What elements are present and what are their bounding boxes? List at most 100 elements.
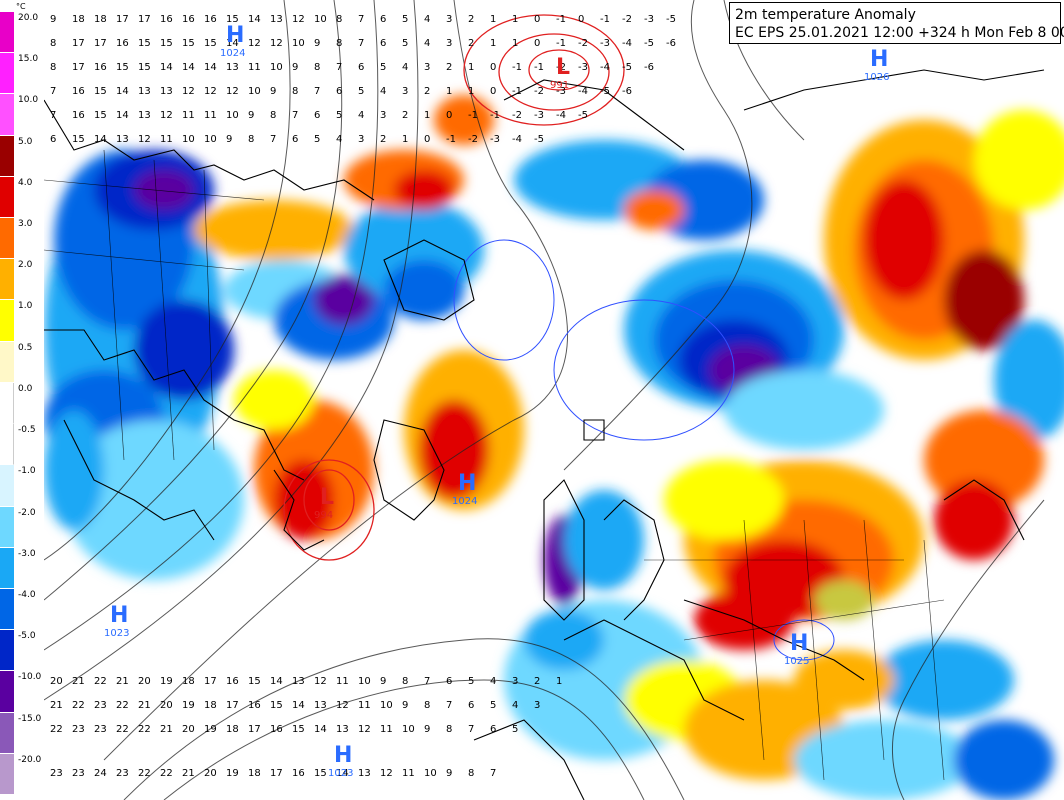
grid-value: 13 (226, 62, 239, 73)
grid-value: 10 (292, 38, 305, 49)
grid-value: 6 (314, 110, 320, 121)
grid-value: 22 (160, 768, 173, 779)
high-pressure-label: H (110, 603, 128, 628)
grid-value: 16 (160, 14, 173, 25)
grid-value: -3 (600, 38, 610, 49)
grid-value: 0 (446, 110, 452, 121)
legend-tick-label: -10.0 (18, 672, 42, 683)
grid-value: -1 (556, 38, 566, 49)
grid-value: 16 (94, 62, 107, 73)
grid-value: 6 (468, 700, 474, 711)
grid-value: 15 (270, 700, 283, 711)
grid-value: 8 (424, 700, 430, 711)
grid-value: 16 (226, 676, 239, 687)
grid-value: 7 (314, 86, 320, 97)
grid-value: 16 (270, 724, 283, 735)
grid-value: 6 (50, 134, 56, 145)
grid-value: 13 (336, 724, 349, 735)
grid-value: 14 (94, 134, 107, 145)
legend-tick-label: 15.0 (18, 54, 39, 65)
grid-value: -1 (556, 14, 566, 25)
grid-value: 18 (204, 700, 217, 711)
grid-value: 4 (490, 676, 496, 687)
legend-tick-label: 2.0 (18, 260, 33, 271)
grid-value: 17 (94, 38, 107, 49)
grid-value: 15 (94, 110, 107, 121)
grid-value: -1 (446, 134, 456, 145)
grid-value: 18 (72, 14, 85, 25)
grid-value: 6 (358, 62, 364, 73)
pressure-value: 994 (314, 510, 333, 521)
legend-tick-label: -0.5 (18, 425, 36, 436)
grid-value: 5 (402, 14, 408, 25)
grid-value: -1 (468, 110, 478, 121)
grid-value: -6 (644, 62, 654, 73)
grid-value: 16 (204, 14, 217, 25)
grid-value: 1 (468, 86, 474, 97)
grid-value: 22 (138, 768, 151, 779)
legend-tick-label: 1.0 (18, 301, 33, 312)
pressure-value: 1023 (104, 628, 129, 639)
legend-tick-label: -15.0 (18, 713, 42, 724)
grid-value: 10 (270, 62, 283, 73)
grid-value: 11 (204, 110, 217, 121)
grid-value: 23 (116, 768, 129, 779)
grid-value: 9 (402, 700, 408, 711)
grid-value: 18 (226, 724, 239, 735)
grid-value: 0 (424, 134, 430, 145)
grid-value: 13 (314, 700, 327, 711)
grid-value: 9 (446, 768, 452, 779)
grid-value: 22 (116, 700, 129, 711)
grid-value: 6 (336, 86, 342, 97)
grid-value: -3 (644, 14, 654, 25)
legend-band (0, 259, 14, 301)
grid-value: 19 (204, 724, 217, 735)
grid-value: 3 (534, 700, 540, 711)
grid-value: -3 (534, 110, 544, 121)
grid-value: -1 (600, 14, 610, 25)
grid-value: 13 (138, 86, 151, 97)
legend-band (0, 12, 14, 54)
grid-value: 10 (380, 700, 393, 711)
grid-value: 4 (380, 86, 386, 97)
grid-value: 21 (160, 724, 173, 735)
grid-value: -5 (622, 62, 632, 73)
grid-value: 2 (468, 38, 474, 49)
grid-value: 16 (292, 768, 305, 779)
grid-value: 7 (468, 724, 474, 735)
grid-value: 6 (380, 38, 386, 49)
grid-value: 14 (248, 14, 261, 25)
grid-value: -2 (578, 38, 588, 49)
grid-value: 14 (292, 700, 305, 711)
grid-value: -4 (556, 110, 566, 121)
grid-value: 9 (270, 86, 276, 97)
grid-value: 9 (226, 134, 232, 145)
grid-value: 20 (50, 676, 63, 687)
grid-value: 2 (380, 134, 386, 145)
grid-value: 14 (182, 62, 195, 73)
grid-value: 0 (490, 86, 496, 97)
high-pressure-label: H (226, 23, 244, 48)
grid-value: 13 (116, 134, 129, 145)
grid-value: 9 (314, 38, 320, 49)
grid-value: 14 (160, 62, 173, 73)
grid-value: 5 (380, 62, 386, 73)
grid-value: 10 (204, 134, 217, 145)
grid-value: 9 (424, 724, 430, 735)
grid-value: 14 (116, 110, 129, 121)
grid-value: 5 (512, 724, 518, 735)
grid-value: 14 (226, 38, 239, 49)
grid-value: -3 (556, 86, 566, 97)
grid-value: 1 (424, 110, 430, 121)
weather-map: 9 18 18 17 17 16 16 16 15 14 13 12 10 8 7 6 5 4 3 2 1 1 0 -1 0 -1… (44, 0, 1064, 800)
legend-tick-label: -3.0 (18, 548, 36, 559)
grid-value: 23 (72, 768, 85, 779)
grid-value: 18 (94, 14, 107, 25)
grid-value: 8 (292, 86, 298, 97)
grid-values: 9 18 18 17 17 16 16 16 15 14 13 12 10 8 7 6 5 4 3 2 1 1 0 -1 0 -1… (50, 14, 676, 779)
grid-value: 16 (72, 110, 85, 121)
legend-tick-label: -2.0 (18, 507, 36, 518)
grid-value: 16 (182, 14, 195, 25)
grid-value: 3 (424, 62, 430, 73)
